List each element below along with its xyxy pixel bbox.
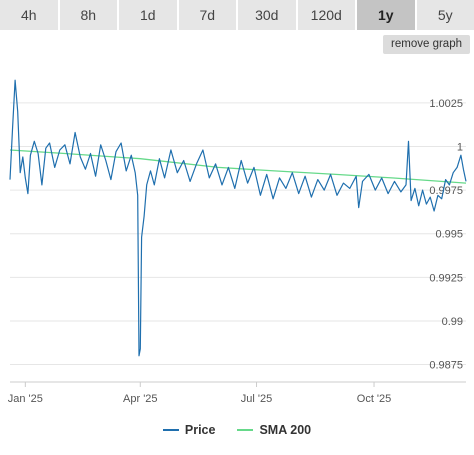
x-tick-label: Apr '25 (123, 393, 158, 405)
y-tick-label: 1.0025 (429, 98, 463, 110)
x-tick-label: Jan '25 (8, 393, 43, 405)
tab-8h[interactable]: 8h (59, 0, 119, 30)
timeframe-tabs: 4h 8h 1d 7d 30d 120d 1y 5y (0, 0, 474, 30)
legend-swatch-price (162, 429, 179, 431)
y-tick-label: 0.9875 (429, 360, 463, 372)
price-line (9, 79, 467, 357)
legend-swatch-sma (237, 429, 254, 431)
remove-graph-button[interactable]: remove graph (383, 35, 470, 54)
legend-label-price: Price (184, 423, 216, 437)
y-tick-label: 0.99 (442, 316, 463, 328)
tab-1y[interactable]: 1y (357, 0, 417, 30)
legend-item-sma[interactable]: SMA 200 (237, 423, 311, 437)
tab-120d[interactable]: 120d (297, 0, 357, 30)
tab-4h[interactable]: 4h (0, 0, 60, 30)
y-tick-label: 1 (457, 142, 463, 154)
tab-7d[interactable]: 7d (178, 0, 238, 30)
x-tick-label: Jul '25 (241, 393, 272, 405)
legend-item-price[interactable]: Price (162, 423, 216, 437)
price-chart: 0.9875 0.99 0.9925 0.995 0.9975 1 1.0025 Jan '2… (8, 79, 467, 405)
tab-1d[interactable]: 1d (119, 0, 179, 30)
y-tick-label: 0.9975 (429, 185, 463, 197)
tab-5y[interactable]: 5y (416, 0, 474, 30)
x-tick-label: Oct '25 (357, 393, 392, 405)
y-tick-label: 0.995 (435, 229, 463, 241)
chart-legend: Price SMA 200 (0, 420, 474, 440)
y-tick-label: 0.9925 (429, 272, 463, 284)
sma-200-line (9, 149, 467, 184)
legend-label-sma: SMA 200 (259, 423, 312, 437)
tab-30d[interactable]: 30d (238, 0, 298, 30)
